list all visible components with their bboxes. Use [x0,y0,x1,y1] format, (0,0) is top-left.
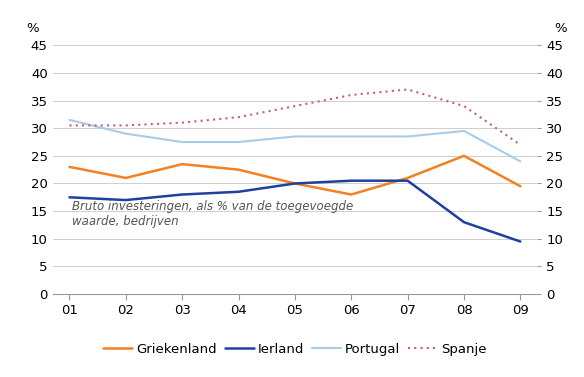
Text: Bruto investeringen, als % van de toegevoegde
waarde, bedrijven: Bruto investeringen, als % van de toegev… [72,199,353,227]
Legend: Griekenland, Ierland, Portugal, Spanje: Griekenland, Ierland, Portugal, Spanje [103,343,486,356]
Text: %: % [554,22,567,35]
Text: %: % [26,22,39,35]
